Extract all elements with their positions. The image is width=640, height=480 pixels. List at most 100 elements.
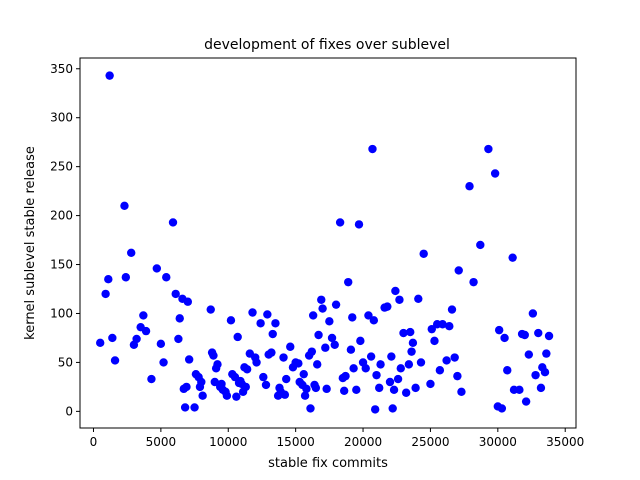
data-point	[139, 311, 148, 320]
data-point	[318, 304, 327, 313]
data-point	[348, 313, 357, 322]
data-point	[396, 364, 405, 373]
data-point	[524, 350, 534, 359]
data-point	[544, 331, 554, 341]
data-point	[308, 311, 318, 320]
data-point	[213, 360, 222, 369]
data-point	[261, 380, 271, 390]
data-point	[300, 391, 310, 400]
data-point	[531, 370, 540, 380]
data-point	[311, 383, 321, 393]
data-point	[120, 201, 129, 211]
data-point	[299, 369, 308, 379]
data-point	[182, 382, 191, 392]
data-point	[438, 320, 447, 329]
data-point	[233, 332, 242, 342]
data-point	[395, 295, 404, 304]
data-point	[453, 371, 462, 381]
data-point	[375, 383, 384, 393]
x-tick-label: 10000	[209, 435, 247, 449]
data-point	[435, 366, 445, 375]
data-point	[184, 355, 194, 364]
data-point	[335, 218, 345, 227]
data-point	[354, 220, 364, 229]
data-points	[96, 71, 554, 414]
data-point	[105, 71, 114, 80]
data-point	[542, 349, 551, 358]
plot-frame	[79, 57, 577, 429]
data-point	[206, 305, 215, 314]
data-point	[376, 360, 385, 369]
data-point	[372, 370, 381, 380]
data-point	[404, 360, 414, 369]
data-point	[210, 377, 219, 387]
data-point	[469, 277, 478, 287]
data-point	[346, 345, 356, 354]
data-point	[294, 359, 303, 368]
data-point	[391, 286, 400, 296]
y-tick-label: 200	[50, 209, 73, 223]
data-point	[349, 364, 358, 373]
data-point	[356, 336, 365, 346]
data-point	[282, 374, 291, 384]
data-point	[339, 386, 349, 396]
data-point	[500, 333, 509, 343]
data-point	[528, 309, 538, 318]
data-point	[364, 311, 373, 320]
data-point	[426, 379, 435, 389]
data-point	[430, 336, 439, 346]
data-point	[159, 358, 168, 367]
data-point	[476, 240, 485, 250]
data-point	[370, 405, 380, 414]
data-point	[183, 297, 193, 306]
data-point	[271, 319, 280, 328]
data-point	[540, 368, 550, 377]
data-point	[341, 371, 350, 381]
data-point	[168, 218, 178, 227]
data-point	[108, 333, 117, 343]
data-point	[387, 352, 396, 361]
data-point	[175, 314, 184, 323]
data-point	[536, 383, 546, 393]
data-point	[313, 360, 322, 369]
data-point	[263, 310, 272, 319]
data-point	[279, 353, 288, 362]
data-point	[361, 364, 370, 373]
y-tick-label: 250	[50, 160, 73, 174]
data-point	[411, 383, 420, 393]
data-point	[368, 144, 377, 154]
data-point	[96, 338, 105, 348]
y-tick-label: 150	[50, 258, 73, 272]
data-point	[406, 327, 415, 337]
data-point	[147, 374, 156, 384]
data-point	[408, 338, 418, 348]
data-point	[416, 358, 426, 367]
data-point	[534, 328, 543, 338]
data-point	[121, 273, 131, 282]
data-point	[248, 308, 257, 317]
data-point	[490, 169, 500, 178]
data-point	[497, 404, 507, 413]
x-tick-label: 15000	[277, 435, 315, 449]
data-point	[366, 352, 376, 361]
data-point	[389, 385, 399, 395]
data-point	[152, 264, 162, 273]
x-tick-label: 20000	[344, 435, 382, 449]
x-tick-label: 25000	[411, 435, 449, 449]
data-point	[321, 343, 330, 352]
data-point	[267, 348, 276, 357]
data-point	[317, 295, 326, 304]
y-axis-label: kernel sublevel stable release	[23, 146, 38, 340]
data-point	[344, 277, 353, 287]
data-point	[484, 144, 493, 154]
data-point	[393, 374, 403, 384]
data-point	[141, 326, 151, 336]
data-point	[256, 319, 265, 328]
data-point	[232, 392, 241, 401]
data-point	[331, 300, 341, 309]
data-point	[503, 366, 512, 375]
data-point	[465, 182, 474, 191]
data-point	[521, 397, 531, 406]
data-point	[209, 351, 218, 360]
